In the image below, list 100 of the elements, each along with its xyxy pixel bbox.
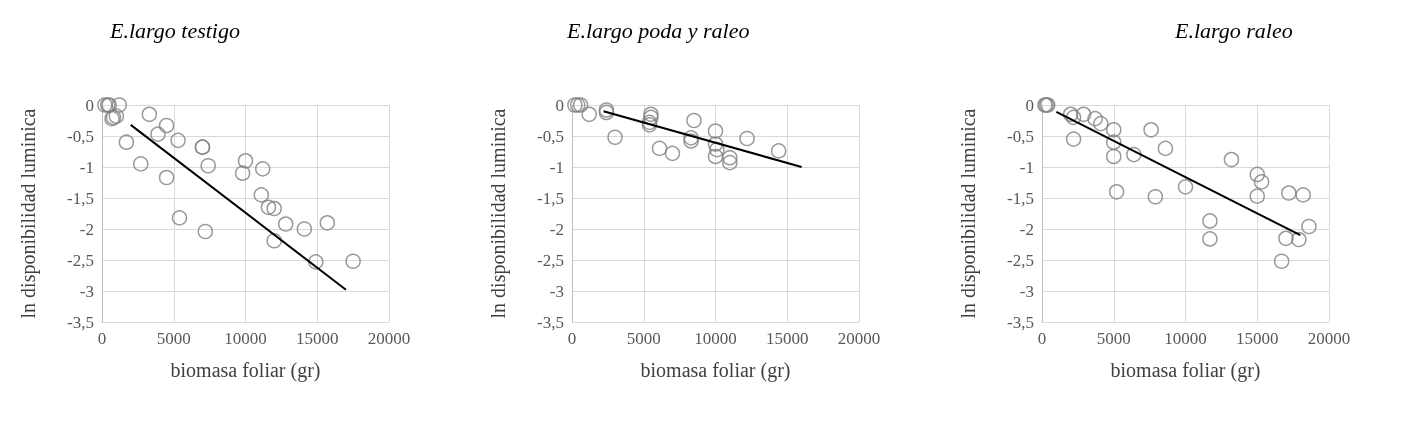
point (296, 221, 313, 237)
point (1106, 148, 1122, 165)
x-axis-title: biomasa foliar (gr) (1110, 359, 1261, 382)
x-tick-label: 5000 (626, 329, 661, 348)
point (266, 233, 282, 249)
y-tick-label: -1,5 (1007, 188, 1034, 208)
point (1291, 231, 1307, 248)
point (1075, 106, 1092, 123)
point (707, 148, 724, 165)
point (739, 130, 755, 147)
x-tick-label: 10000 (694, 329, 737, 348)
y-tick-label: -3 (79, 281, 94, 301)
point (1278, 230, 1294, 247)
point (707, 123, 724, 139)
point (253, 187, 270, 203)
point (118, 134, 135, 150)
point (319, 215, 336, 231)
x-tick-label: 5000 (1096, 329, 1131, 348)
point (1126, 146, 1142, 163)
x-tick-label: 20000 (1307, 329, 1351, 348)
point (770, 143, 787, 159)
y-tick-label: -1,5 (67, 188, 94, 208)
y-tick-label: -3 (1019, 281, 1034, 301)
point (141, 106, 158, 123)
point (150, 126, 166, 142)
point (707, 136, 724, 152)
point (1249, 188, 1265, 204)
point (1087, 110, 1103, 127)
point (651, 140, 668, 157)
y-tick-label: -1 (1019, 157, 1034, 177)
point (260, 199, 277, 216)
point (1177, 179, 1194, 195)
point (1295, 187, 1311, 203)
y-tick-label: -2,5 (537, 250, 564, 270)
x-tick-label: 15000 (296, 329, 339, 348)
point (234, 165, 251, 181)
x-tick-label: 15000 (766, 329, 809, 348)
point (170, 132, 186, 149)
x-tick-label: 15000 (1236, 329, 1279, 348)
point (1065, 131, 1082, 147)
x-tick-label: 0 (567, 329, 577, 348)
point (709, 141, 725, 158)
y-axis-title: ln disponibilidad luminica (957, 108, 980, 319)
point (1143, 122, 1159, 138)
y-axis-title: ln disponibilidad luminica (487, 108, 510, 319)
y-tick-label: -2 (1019, 219, 1034, 239)
chart-title: E.largo testigo (109, 17, 240, 43)
y-axis-title: ln disponibilidad luminica (17, 108, 40, 319)
y-tick-label: 0 (85, 95, 94, 115)
point (308, 254, 324, 270)
x-tick-label: 20000 (837, 329, 881, 348)
point (1202, 231, 1218, 247)
y-tick-label: -2,5 (67, 250, 94, 270)
y-tick-label: -3,5 (1007, 312, 1034, 332)
y-tick-label: 0 (555, 95, 564, 115)
y-tick-label: -2 (549, 219, 564, 239)
y-tick-label: -3 (549, 281, 564, 301)
y-tick-label: -0,5 (537, 126, 564, 146)
y-tick-label: -2 (79, 219, 94, 239)
point (197, 223, 214, 240)
point (607, 129, 623, 145)
point (171, 210, 188, 226)
point (1249, 166, 1265, 183)
x-axis-title: biomasa foliar (gr) (170, 359, 321, 382)
point (722, 149, 738, 166)
point (722, 154, 738, 171)
chart-title: E.largo poda y raleo (566, 17, 750, 43)
x-tick-label: 5000 (156, 329, 191, 348)
point (277, 216, 294, 232)
y-tick-label: -1 (549, 157, 564, 177)
point (664, 145, 681, 162)
point (237, 153, 254, 169)
y-tick-label: -1,5 (537, 188, 564, 208)
point (345, 253, 361, 269)
x-axis-title: biomasa foliar (gr) (640, 359, 791, 382)
point (1301, 218, 1317, 235)
y-tick-label: -3,5 (67, 312, 94, 332)
y-tick-label: -0,5 (1007, 126, 1034, 146)
point (158, 117, 175, 134)
point (1223, 151, 1240, 168)
y-tick-label: -2,5 (1007, 250, 1034, 270)
point (1202, 213, 1218, 229)
point (1157, 140, 1174, 157)
point (97, 97, 113, 113)
point (1106, 134, 1122, 150)
point (266, 200, 282, 217)
point (200, 158, 216, 174)
x-tick-label: 10000 (1164, 329, 1207, 348)
point (1253, 174, 1270, 190)
point (254, 161, 271, 177)
y-tick-label: 0 (1025, 95, 1034, 115)
x-tick-label: 0 (97, 329, 107, 348)
point (158, 169, 175, 186)
x-tick-label: 20000 (367, 329, 411, 348)
chart-title: E.largo raleo (1174, 17, 1293, 43)
point (1147, 189, 1164, 205)
point (1108, 184, 1125, 200)
x-tick-label: 0 (1037, 329, 1047, 348)
point (1281, 185, 1297, 201)
point (133, 156, 149, 172)
